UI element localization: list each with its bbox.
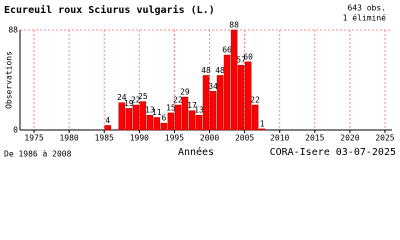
bar [237, 64, 245, 131]
value-label: 22 [173, 96, 183, 105]
x-tick-label: 1990 [130, 134, 149, 143]
x-tick-label: 1980 [59, 134, 78, 143]
bar [104, 125, 111, 131]
y-tick-label: 88 [8, 26, 18, 35]
bar [174, 104, 182, 131]
period: De 1986 à 2008 [4, 150, 72, 159]
value-label: 34 [208, 82, 218, 91]
bar [167, 112, 175, 131]
bar [160, 122, 168, 131]
x-tick-label: 2005 [235, 134, 254, 143]
value-label: 24 [117, 93, 127, 102]
value-label: 19 [124, 99, 134, 108]
value-label: 29 [180, 88, 190, 97]
value-label: 88 [229, 21, 239, 30]
bar [244, 61, 252, 131]
bar [251, 104, 259, 131]
x-tick-label: 1975 [24, 134, 43, 143]
y-axis-label: Observations [5, 51, 14, 109]
value-label: 57 [236, 56, 246, 65]
bar [146, 114, 154, 131]
value-label: 11 [152, 108, 162, 117]
value-label: 1 [260, 119, 265, 128]
bar [132, 104, 140, 131]
bar [195, 114, 203, 131]
x-tick-label: 2025 [375, 134, 394, 143]
value-label: 25 [138, 92, 148, 101]
bar [230, 29, 238, 131]
x-tick-label: 2015 [305, 134, 324, 143]
value-label: 22 [250, 96, 260, 105]
bar [188, 110, 196, 131]
value-label: 4 [105, 116, 110, 125]
x-tick-label: 1995 [165, 134, 184, 143]
value-label: 48 [215, 66, 225, 75]
bar [202, 75, 210, 131]
bar [118, 102, 126, 131]
bar [216, 75, 224, 131]
x-tick-label: 2000 [200, 134, 219, 143]
value-label: 13 [145, 106, 155, 115]
value-label: 60 [243, 52, 253, 61]
obs-count: 643 obs. [347, 4, 386, 13]
value-label: 66 [222, 46, 232, 55]
x-tick-label: 2020 [340, 134, 359, 143]
value-label: 17 [187, 101, 197, 110]
value-label: 13 [194, 106, 204, 115]
bar [181, 96, 189, 131]
chart: Ecureuil roux Sciurus vulgaris (L.) 643 … [4, 4, 396, 159]
x-tick-label: 2010 [270, 134, 289, 143]
bar [223, 54, 231, 131]
value-label: 6 [161, 114, 166, 123]
bar [125, 108, 133, 131]
x-axis-label: Années [178, 146, 214, 158]
bar [209, 91, 217, 131]
value-label: 48 [201, 66, 211, 75]
bar [139, 101, 147, 131]
value-label: 22 [131, 96, 141, 105]
bar [258, 128, 266, 131]
source: CORA-Isere 03-07-2025 [270, 147, 396, 158]
value-label: 15 [166, 103, 176, 112]
chart-title: Ecureuil roux Sciurus vulgaris (L.) [4, 4, 215, 16]
y-tick-label: 0 [13, 126, 18, 135]
x-tick-label: 1985 [95, 134, 114, 143]
removed-count: 1 éliminé [343, 13, 387, 23]
bar [153, 117, 161, 131]
